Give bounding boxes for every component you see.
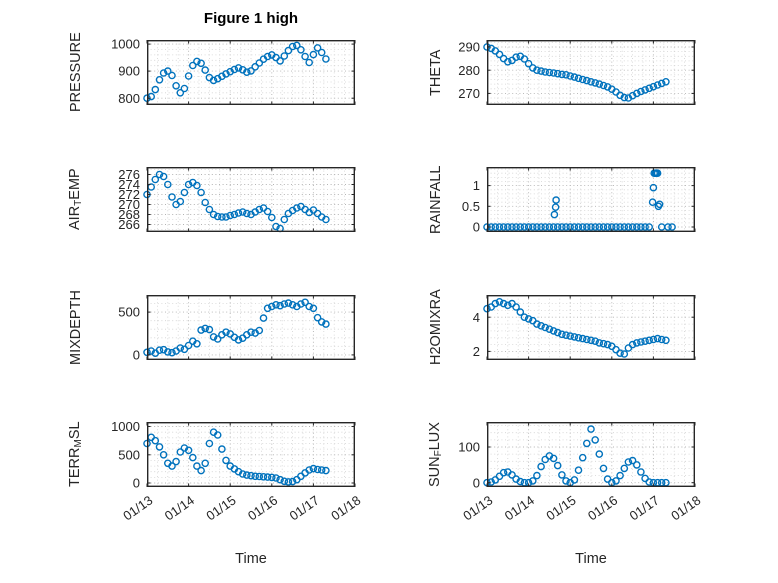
svg-text:274: 274 (118, 177, 140, 192)
subplot-sun_flux: 0 100 01/13 01/14 01/15 01/16 01/17 01/18 (458, 421, 703, 523)
svg-text:500: 500 (118, 447, 140, 462)
figure-title: Figure 1 high (203, 10, 299, 27)
svg-text:01/17: 01/17 (287, 492, 322, 523)
ylabel-terr_msl: TERRMSL (67, 421, 84, 488)
svg-text:290: 290 (458, 40, 480, 55)
svg-text:4: 4 (473, 310, 480, 325)
subplot-mixdepth: 0 500 (118, 294, 356, 362)
svg-text:2: 2 (473, 344, 480, 359)
svg-text:500: 500 (118, 305, 140, 320)
svg-text:1000: 1000 (111, 37, 140, 52)
svg-text:270: 270 (118, 197, 140, 212)
svg-text:01/16: 01/16 (245, 492, 280, 523)
ylabel-mixdepth: MIXDEPTH (67, 290, 84, 365)
ylabel-h2omixra: H2OMIXRA (427, 289, 444, 366)
svg-text:01/18: 01/18 (328, 492, 363, 523)
ylabel-rainfall: RAINFALL (427, 165, 444, 234)
svg-text:0.5: 0.5 (462, 199, 480, 214)
ylabel-theta: THETA (427, 49, 444, 96)
svg-text:0: 0 (133, 476, 140, 491)
svg-text:100: 100 (458, 440, 480, 455)
svg-text:800: 800 (118, 91, 140, 106)
ylabel-air_temp: AIRTEMP (67, 168, 84, 231)
svg-text:272: 272 (118, 187, 140, 202)
svg-text:01/13: 01/13 (460, 492, 495, 523)
subplot-theta: 270 280 290 (458, 40, 696, 105)
svg-text:0: 0 (133, 347, 140, 362)
svg-text:900: 900 (118, 64, 140, 79)
svg-text:01/16: 01/16 (585, 492, 620, 523)
svg-text:01/14: 01/14 (162, 492, 197, 523)
ylabel-pressure: PRESSURE (67, 32, 84, 113)
svg-text:0: 0 (473, 220, 480, 235)
ylabel-sun_flux: SUNFLUX (427, 422, 444, 487)
svg-text:280: 280 (458, 63, 480, 78)
svg-text:276: 276 (118, 167, 140, 182)
x-axis-label-left: Time (235, 551, 267, 567)
svg-text:0: 0 (473, 475, 480, 490)
subplot-rainfall: 00.51 (462, 166, 696, 235)
x-axis-label-right: Time (575, 551, 607, 567)
subplot-terr_msl: 0 500 1000 01/13 01/14 01/15 01/16 01/17 01/18 (111, 419, 363, 523)
svg-text:01/18: 01/18 (668, 492, 703, 523)
subplot-pressure: 800 900 1000 (111, 37, 356, 106)
svg-text:268: 268 (118, 207, 140, 222)
subplot-h2omixra: 24 (473, 294, 696, 360)
svg-text:266: 266 (118, 217, 140, 232)
svg-text:270: 270 (458, 86, 480, 101)
svg-text:01/13: 01/13 (120, 492, 155, 523)
svg-text:01/15: 01/15 (203, 492, 238, 523)
svg-text:01/17: 01/17 (627, 492, 662, 523)
svg-text:01/14: 01/14 (502, 492, 537, 523)
svg-text:1000: 1000 (111, 419, 140, 434)
svg-text:01/15: 01/15 (543, 492, 578, 523)
svg-text:1: 1 (473, 178, 480, 193)
